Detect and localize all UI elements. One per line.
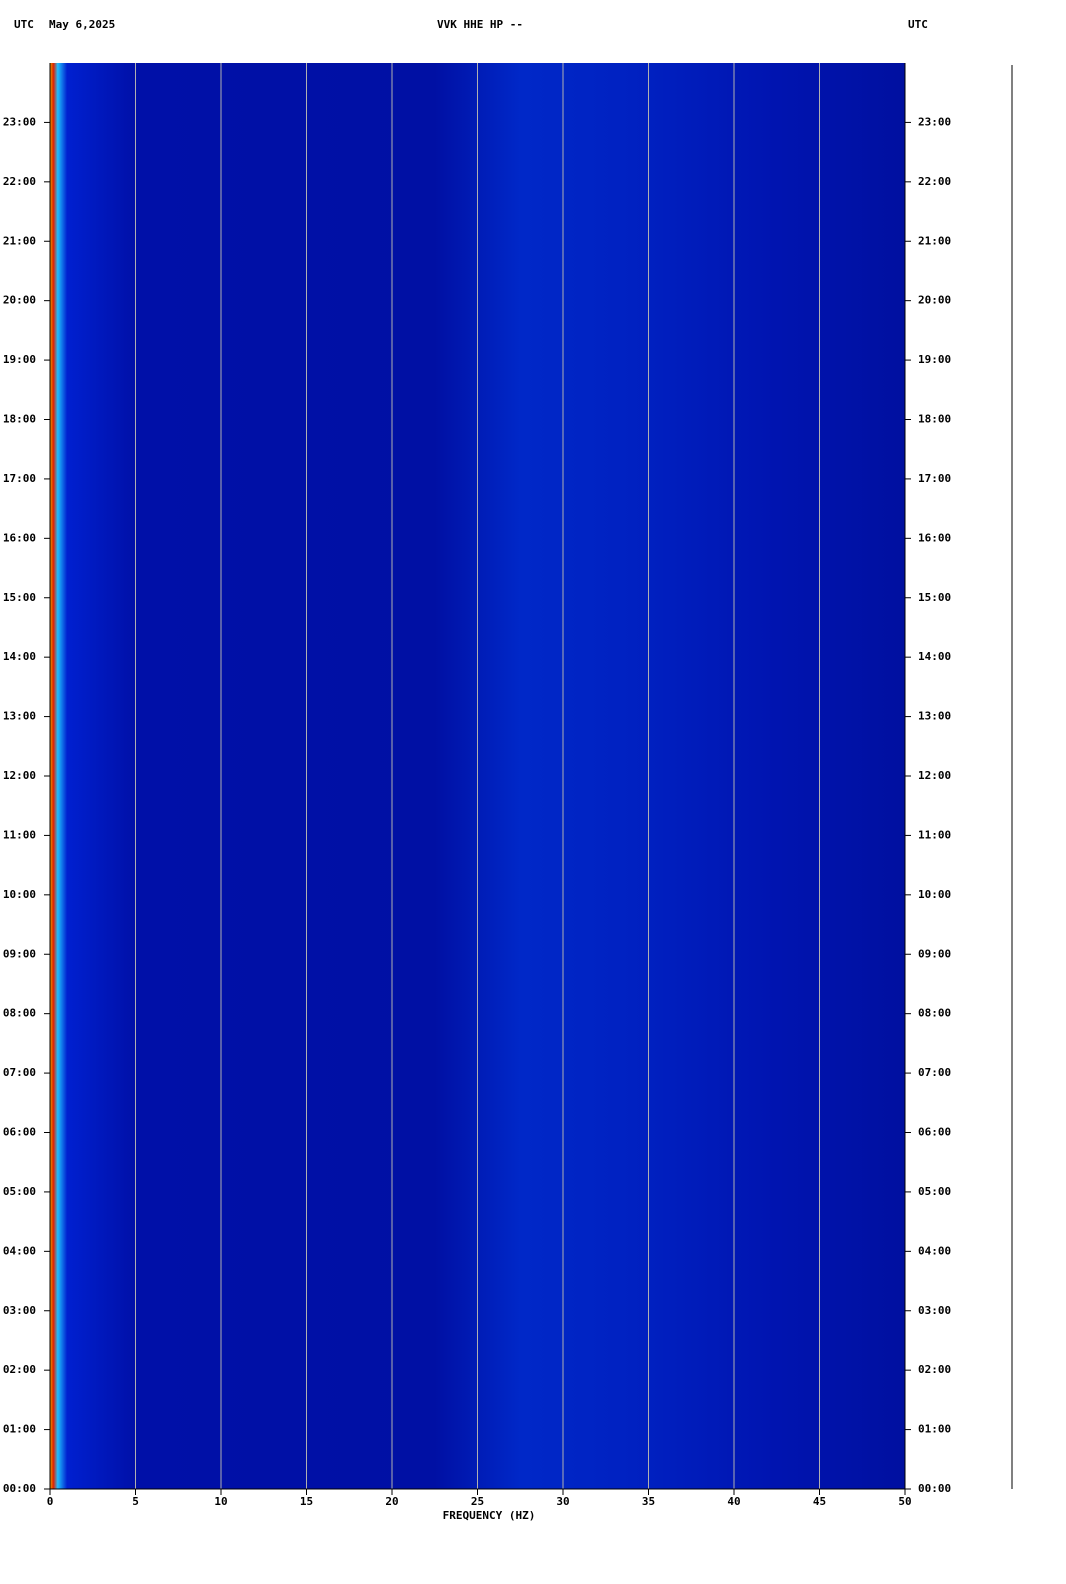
y-tick-label-right: 06:00 [918,1126,951,1139]
y-tick-label: 08:00 [3,1007,36,1020]
y-tick-label-right: 21:00 [918,234,951,247]
y-tick-label: 05:00 [3,1185,36,1198]
y-tick-label-right: 08:00 [918,1007,951,1020]
y-tick-label-right: 15:00 [918,591,951,604]
y-tick-label-right: 02:00 [918,1363,951,1376]
y-tick-label: 21:00 [3,234,36,247]
y-tick-label-right: 14:00 [918,650,951,663]
right-timezone: UTC [908,18,928,31]
y-tick-label-right: 22:00 [918,175,951,188]
y-tick-label: 20:00 [3,294,36,307]
y-tick-label-right: 03:00 [918,1304,951,1317]
y-tick-label: 04:00 [3,1244,36,1257]
y-tick-label: 11:00 [3,828,36,841]
x-tick-label: 10 [214,1495,227,1508]
y-tick-label: 09:00 [3,947,36,960]
y-tick-label: 15:00 [3,591,36,604]
y-tick-label-right: 05:00 [918,1185,951,1198]
x-tick-label: 15 [300,1495,313,1508]
y-tick-label-right: 10:00 [918,888,951,901]
y-tick-label: 16:00 [3,531,36,544]
y-tick-label-right: 13:00 [918,710,951,723]
y-tick-label: 10:00 [3,888,36,901]
y-tick-label-right: 09:00 [918,947,951,960]
y-tick-label-right: 00:00 [918,1482,951,1495]
y-tick-label: 00:00 [3,1482,36,1495]
y-tick-label: 01:00 [3,1423,36,1436]
y-tick-label: 13:00 [3,710,36,723]
y-tick-label: 18:00 [3,413,36,426]
y-tick-label: 22:00 [3,175,36,188]
x-tick-label: 40 [727,1495,740,1508]
x-tick-label: 20 [385,1495,398,1508]
y-tick-label: 19:00 [3,353,36,366]
x-tick-label: 50 [898,1495,911,1508]
y-tick-label: 23:00 [3,115,36,128]
x-tick-label: 30 [556,1495,569,1508]
y-tick-label-right: 20:00 [918,294,951,307]
x-axis-label: FREQUENCY (HZ) [443,1509,536,1522]
date: May 6,2025 [49,18,115,31]
x-tick-label: 0 [47,1495,54,1508]
left-timezone: UTC [14,18,34,31]
y-tick-label-right: 16:00 [918,531,951,544]
y-tick-label: 07:00 [3,1066,36,1079]
y-tick-label-right: 17:00 [918,472,951,485]
x-tick-label: 45 [813,1495,826,1508]
y-tick-label: 14:00 [3,650,36,663]
chart-title: VVK HHE HP -- [437,18,523,31]
y-tick-label: 12:00 [3,769,36,782]
y-tick-label-right: 19:00 [918,353,951,366]
y-tick-label: 06:00 [3,1126,36,1139]
y-tick-label-right: 18:00 [918,413,951,426]
y-tick-label: 03:00 [3,1304,36,1317]
y-tick-label: 02:00 [3,1363,36,1376]
x-tick-label: 35 [642,1495,655,1508]
y-tick-label-right: 23:00 [918,115,951,128]
y-tick-label-right: 01:00 [918,1423,951,1436]
y-tick-label-right: 04:00 [918,1244,951,1257]
y-tick-label-right: 07:00 [918,1066,951,1079]
y-tick-label: 17:00 [3,472,36,485]
y-tick-label-right: 11:00 [918,828,951,841]
x-tick-label: 25 [471,1495,484,1508]
x-tick-label: 5 [132,1495,139,1508]
y-tick-label-right: 12:00 [918,769,951,782]
